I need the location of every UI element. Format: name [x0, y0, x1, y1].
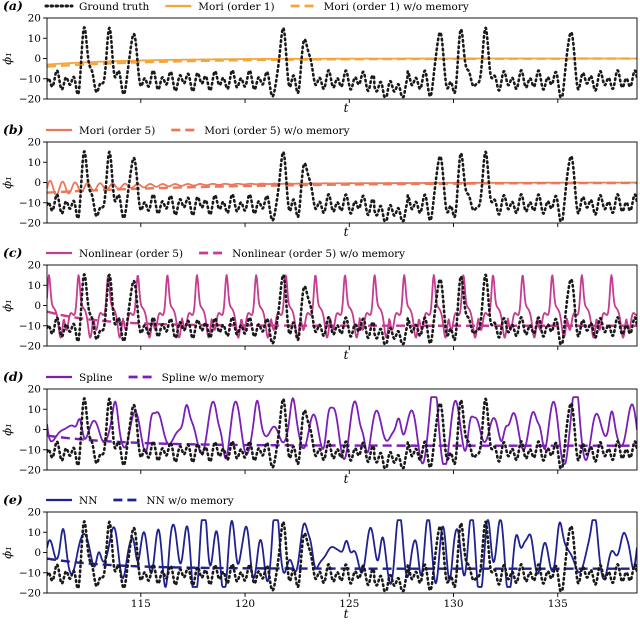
- legend-label: NN w/o memory: [146, 495, 233, 507]
- legend-label: Mori (order 5) w/o memory: [204, 125, 349, 137]
- series-line-nn: [47, 519, 637, 588]
- y-axis-label: ϕ₁: [0, 423, 14, 435]
- legend-label: Mori (order 1) w/o memory: [324, 1, 469, 13]
- panel-label: (b): [3, 122, 24, 137]
- series-line-spline-w-o-memory: [47, 434, 637, 447]
- y-tick-label: −10: [19, 73, 41, 85]
- panel-a: −20 −10 0 10 20 t ϕ₁ (a) Ground truth Mori (order…: [0, 0, 638, 115]
- legend-item: Ground truth: [44, 1, 150, 13]
- x-tick-label: 130: [444, 598, 464, 610]
- legend-item: Mori (order 1): [165, 1, 275, 13]
- panel-c: −20 −10 0 10 20 t ϕ₁ (c) Nonlinear (order 5) Nonl…: [0, 245, 638, 362]
- y-tick-label: −20: [19, 218, 41, 230]
- legend-item: Spline w/o memory: [128, 372, 265, 384]
- y-axis-label: ϕ₁: [0, 546, 14, 558]
- legend-label: Ground truth: [79, 1, 150, 13]
- panel-b: −20 −10 0 10 20 t ϕ₁ (b) Mori (order 5) Mori (ord…: [0, 122, 638, 239]
- x-axis-label: t: [344, 472, 349, 486]
- series-line-nn-w-o-memory: [47, 557, 637, 570]
- y-tick-label: 20: [28, 260, 41, 272]
- y-axis-label: ϕ₁: [0, 299, 14, 311]
- legend-label: Spline w/o memory: [162, 372, 265, 384]
- legend-item: Mori (order 1) w/o memory: [290, 1, 469, 13]
- series-line-ground-truth: [47, 273, 637, 346]
- y-axis-label: ϕ₁: [0, 176, 14, 188]
- series-line-ground-truth: [47, 150, 637, 223]
- y-tick-label: −10: [19, 567, 41, 579]
- x-tick-label: 135: [548, 598, 568, 610]
- x-axis-label: t: [344, 607, 349, 621]
- x-tick-label: 115: [131, 598, 151, 610]
- y-tick-label: 20: [28, 384, 41, 396]
- series-line-ground-truth: [47, 26, 637, 99]
- series-group: [47, 396, 637, 470]
- y-tick-label: 0: [34, 300, 41, 312]
- y-tick-label: 0: [34, 53, 41, 65]
- legend-item: Nonlinear (order 5): [46, 248, 183, 260]
- panel-label: (d): [3, 369, 24, 384]
- legend-item: Spline: [46, 372, 113, 384]
- legend-label: NN: [79, 495, 97, 507]
- legend-item: Mori (order 5): [46, 125, 155, 137]
- y-tick-label: 10: [28, 280, 41, 292]
- panel-label: (e): [3, 492, 23, 507]
- series-line-mori-order-1-w-o-memory: [47, 57, 637, 68]
- x-tick-label: 125: [339, 598, 359, 610]
- panel-d: −20 −10 0 10 20 t ϕ₁ (d) Spline Spline w/o memory: [0, 369, 638, 486]
- y-tick-label: −20: [19, 94, 41, 106]
- series-line-ground-truth: [47, 520, 637, 593]
- y-tick-label: −10: [19, 197, 41, 209]
- series-group: [47, 26, 637, 99]
- series-line-nonlinear-order-5-w-o-memory: [47, 310, 637, 327]
- x-axis-label: t: [344, 348, 349, 362]
- y-axis-label: ϕ₁: [0, 52, 14, 64]
- y-tick-label: −10: [19, 444, 41, 456]
- legend-label: Nonlinear (order 5): [79, 248, 183, 260]
- panel-label: (c): [3, 245, 23, 260]
- y-tick-label: 10: [28, 157, 41, 169]
- series-group: [47, 519, 637, 593]
- y-tick-label: −20: [19, 341, 41, 353]
- y-tick-label: 0: [34, 547, 41, 559]
- y-tick-label: 0: [34, 424, 41, 436]
- panel-e: −20 −10 0 10 20 115 120 125 130 135 t ϕ₁ (e) NN NN w/o…: [0, 492, 638, 621]
- series-line-ground-truth: [47, 397, 637, 470]
- series-group: [47, 150, 637, 223]
- panel-label: (a): [3, 0, 23, 13]
- y-tick-label: 0: [34, 177, 41, 189]
- legend-label: Nonlinear (order 5) w/o memory: [232, 248, 405, 260]
- legend-label: Mori (order 1): [198, 1, 274, 13]
- y-tick-label: 10: [28, 404, 41, 416]
- y-tick-label: 10: [28, 527, 41, 539]
- legend-item: Mori (order 5) w/o memory: [171, 125, 350, 137]
- legend-label: Spline: [79, 372, 113, 384]
- y-tick-label: 10: [28, 33, 41, 45]
- y-tick-label: −20: [19, 588, 41, 600]
- legend-label: Mori (order 5): [79, 125, 155, 137]
- y-tick-label: −10: [19, 320, 41, 332]
- y-tick-label: 20: [28, 13, 41, 25]
- x-axis-label: t: [344, 225, 349, 239]
- y-tick-label: 20: [28, 507, 41, 519]
- legend-item: NN: [46, 495, 97, 507]
- y-tick-label: 20: [28, 137, 41, 149]
- series-group: [47, 273, 637, 346]
- legend-item: Nonlinear (order 5) w/o memory: [199, 248, 405, 260]
- legend-item: NN w/o memory: [113, 495, 234, 507]
- series-line-mori-order-5-w-o-memory: [47, 181, 637, 194]
- y-tick-label: −20: [19, 465, 41, 477]
- x-axis-label: t: [344, 101, 349, 115]
- x-tick-label: 120: [235, 598, 255, 610]
